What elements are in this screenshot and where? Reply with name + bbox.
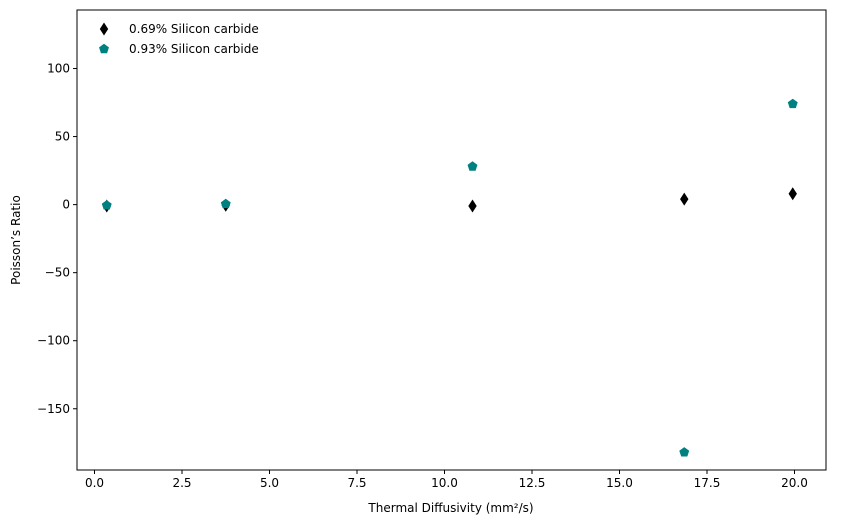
- plot-frame: [76, 9, 827, 471]
- y-axis-ticks: 100 50 0 −50 −100 −150: [37, 62, 77, 416]
- y-tick-label: −50: [45, 266, 70, 280]
- y-axis-label: Poisson’s Ratio: [9, 195, 23, 285]
- x-tick-label: 20.0: [781, 476, 808, 490]
- x-tick-label: 0.0: [85, 476, 104, 490]
- x-tick-label: 17.5: [694, 476, 721, 490]
- y-tick-label: −150: [37, 402, 70, 416]
- x-tick-label: 5.0: [260, 476, 279, 490]
- y-tick-label: 0: [62, 198, 70, 212]
- x-tick-label: 12.5: [519, 476, 546, 490]
- y-tick-label: 100: [47, 62, 70, 76]
- data-points: [101, 98, 798, 457]
- plot-area: [77, 10, 826, 470]
- y-tick-label: 50: [55, 130, 70, 144]
- series-0-point: [788, 187, 797, 201]
- y-tick-label: −100: [37, 334, 70, 348]
- series-1-point: [220, 198, 231, 209]
- x-tick-label: 10.0: [431, 476, 458, 490]
- series-1-point: [787, 98, 798, 109]
- x-axis-ticks: 0.0 2.5 5.0 7.5 10.0 12.5 15.0 17.5 20.0: [85, 470, 808, 490]
- x-tick-label: 7.5: [347, 476, 366, 490]
- series-1-point: [101, 200, 112, 210]
- legend-entry-1: 0.93% Silicon carbide: [99, 42, 259, 56]
- legend-marker-1: [99, 43, 109, 54]
- series-1-point: [467, 161, 478, 171]
- legend-marker-0: [99, 22, 109, 36]
- legend: 0.69% Silicon carbide 0.93% Silicon carb…: [99, 22, 259, 56]
- x-axis-label: Thermal Diffusivity (mm²/s): [367, 501, 533, 515]
- series-1-point: [679, 447, 690, 457]
- x-tick-label: 15.0: [606, 476, 633, 490]
- legend-entry-0: 0.69% Silicon carbide: [99, 22, 259, 36]
- legend-label-1: 0.93% Silicon carbide: [129, 42, 259, 56]
- series-0-point: [468, 199, 477, 213]
- legend-label-0: 0.69% Silicon carbide: [129, 22, 259, 36]
- x-tick-label: 2.5: [172, 476, 191, 490]
- series-0-point: [680, 192, 689, 206]
